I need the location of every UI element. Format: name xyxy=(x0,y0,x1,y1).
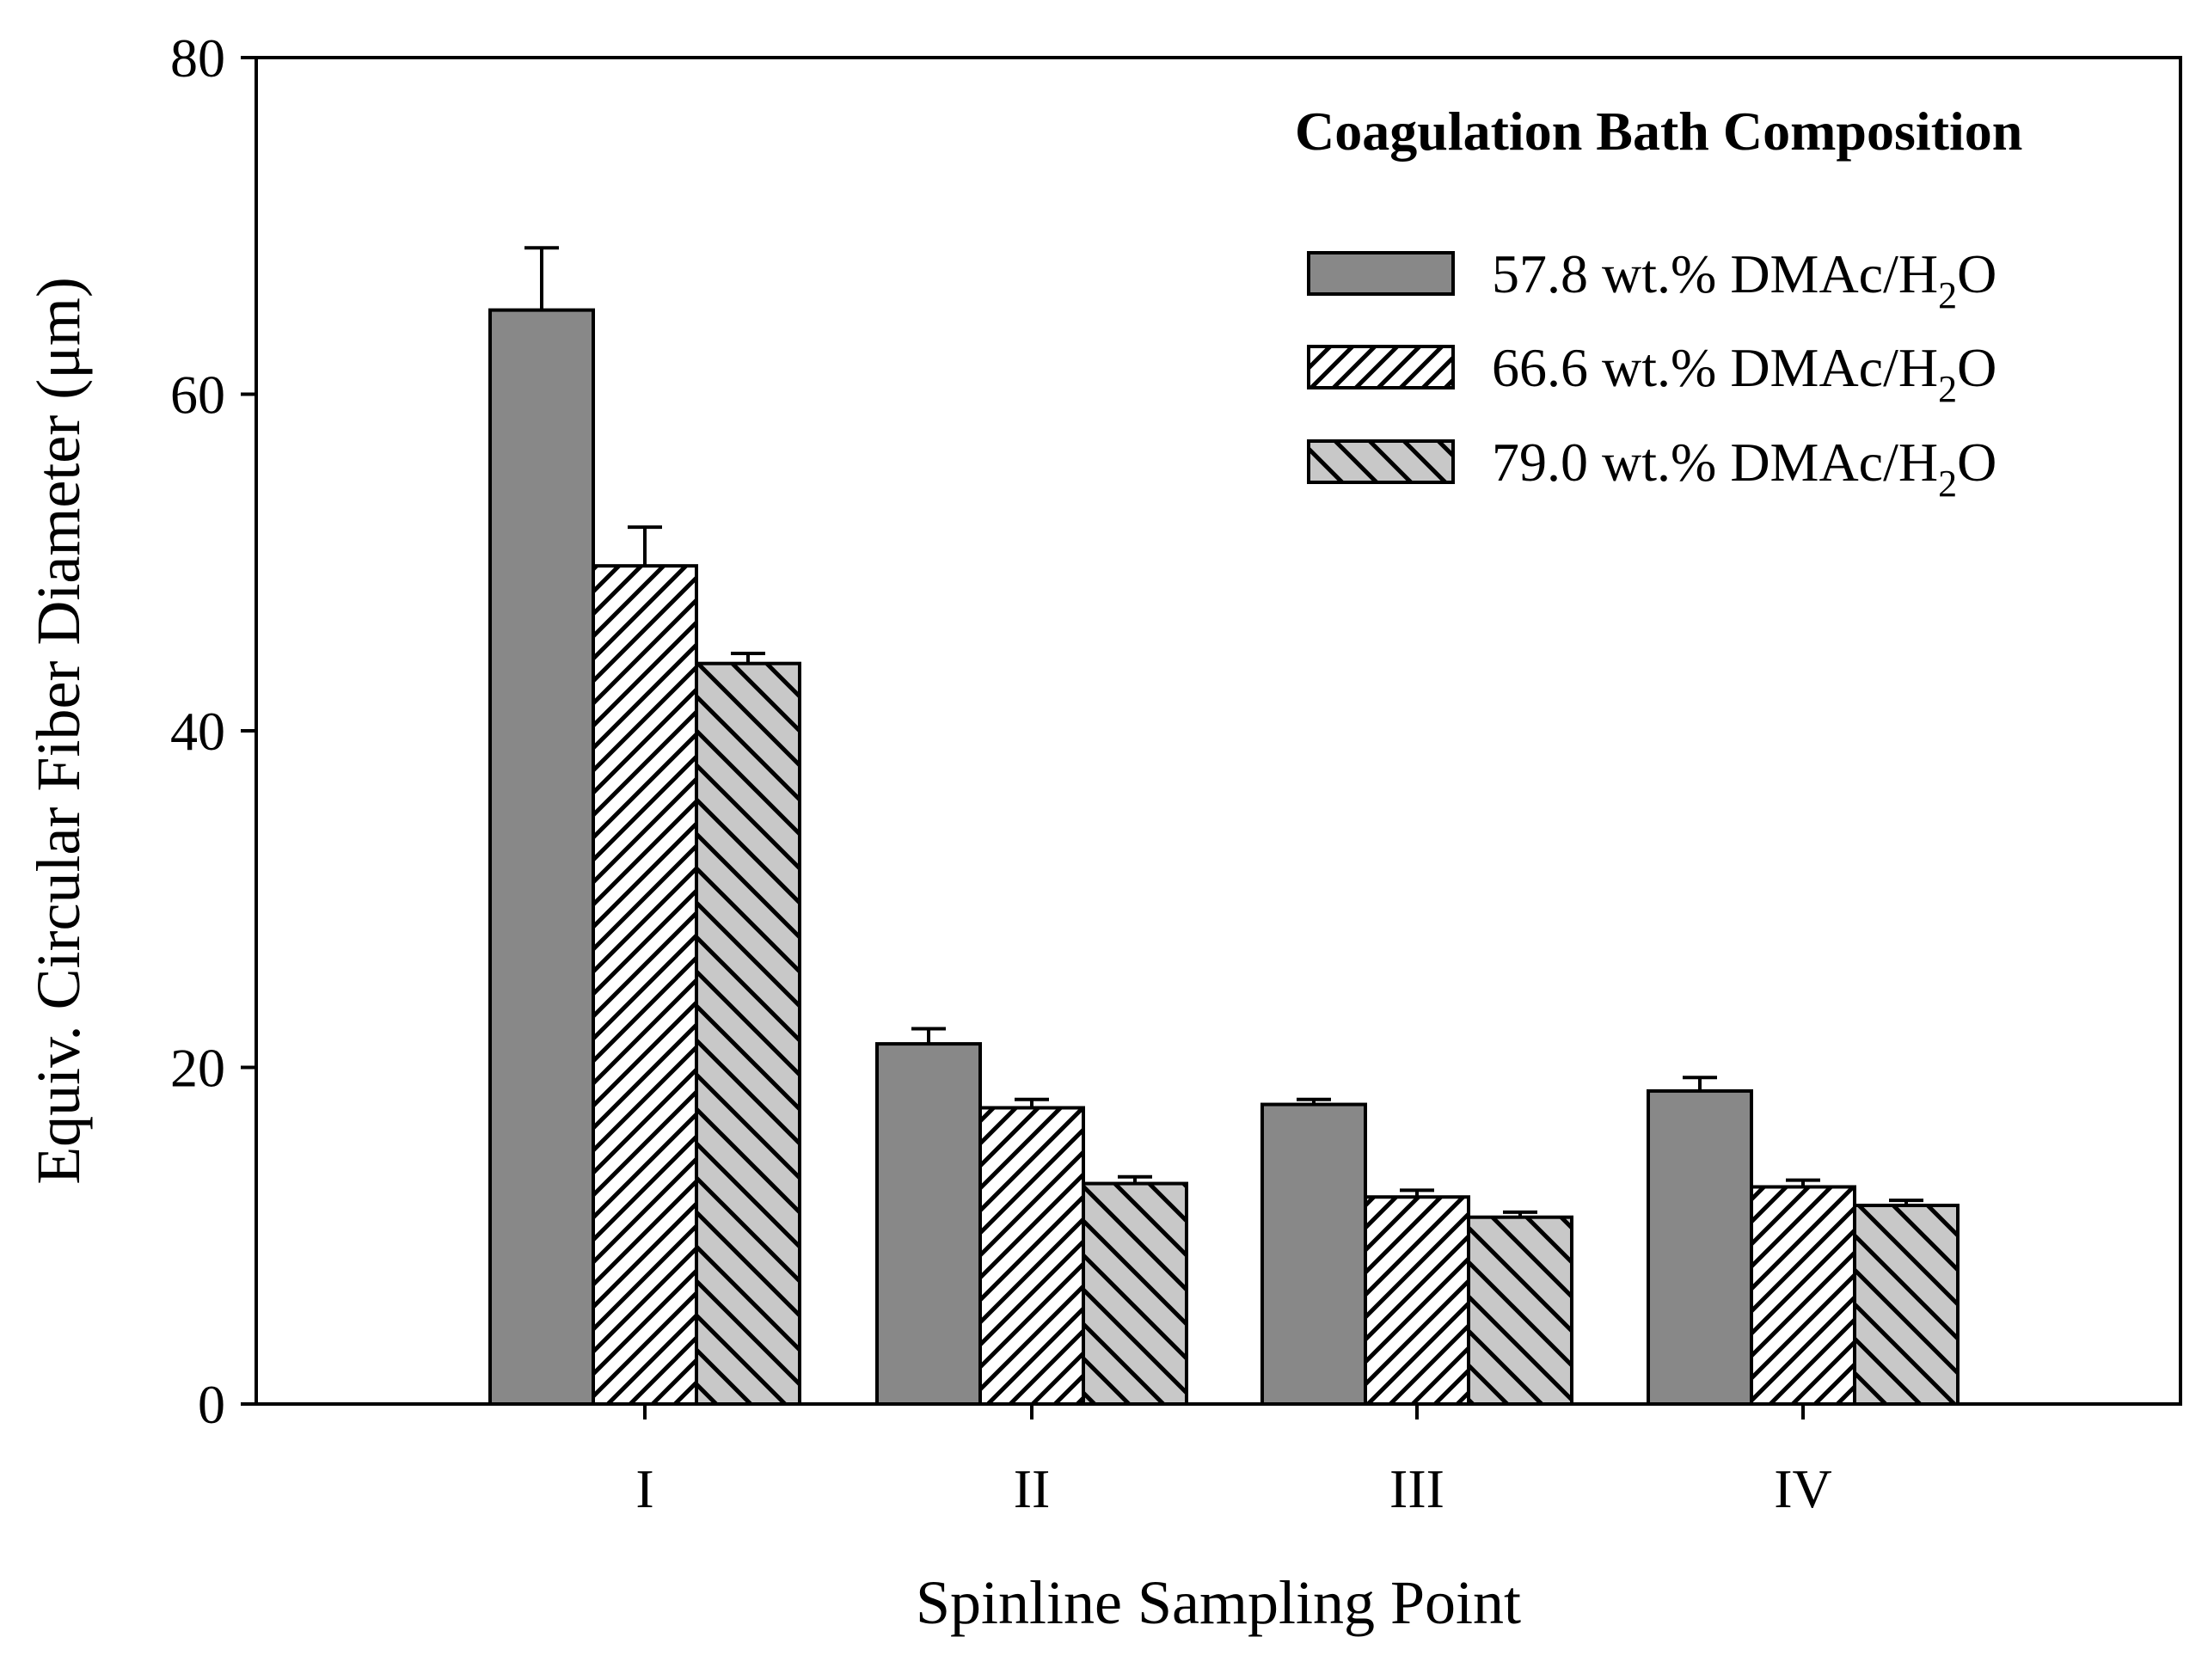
error-bar-2-IV xyxy=(1786,1178,1820,1187)
bar-1-I xyxy=(488,308,595,1406)
bar-2-II xyxy=(978,1106,1085,1406)
error-bar-1-IV xyxy=(1683,1076,1717,1091)
y-tick-label: 80 xyxy=(170,28,225,89)
error-bars-layer xyxy=(524,246,1923,1217)
error-bar-2-II xyxy=(1015,1097,1049,1108)
error-bar-1-III xyxy=(1297,1097,1331,1105)
y-tick-label: 0 xyxy=(198,1374,225,1435)
legend: Coagulation Bath Composition 57.8 wt.% D… xyxy=(1295,101,2022,505)
legend-label: 66.6 wt.% DMAc/H2O xyxy=(1492,337,1996,410)
y-axis-ticks: 0 20 40 60 80 xyxy=(170,28,256,1435)
x-tick-label: I xyxy=(635,1458,653,1519)
bar-1-II xyxy=(875,1042,982,1406)
bar-2-IV xyxy=(1750,1185,1856,1407)
error-bar-3-I xyxy=(731,651,765,664)
legend-item-1: 57.8 wt.% DMAc/H2O xyxy=(1307,243,1996,316)
y-axis-title: Equiv. Circular Fiber Diameter (μm) xyxy=(24,277,93,1185)
x-axis-title: Spinline Sampling Point xyxy=(916,1568,1521,1637)
bar-3-IV xyxy=(1853,1204,1960,1407)
legend-label: 79.0 wt.% DMAc/H2O xyxy=(1492,432,1996,505)
bar-3-I xyxy=(695,661,801,1406)
bar-3-III xyxy=(1467,1215,1573,1407)
bar-1-IV xyxy=(1647,1088,1753,1407)
legend-item-2: 66.6 wt.% DMAc/H2O xyxy=(1307,337,1996,410)
error-bar-1-II xyxy=(911,1027,946,1045)
y-tick-label: 20 xyxy=(170,1038,225,1099)
x-tick-label: IV xyxy=(1774,1458,1832,1519)
legend-swatch xyxy=(1307,345,1455,389)
y-tick-label: 60 xyxy=(170,365,225,426)
error-bar-3-III xyxy=(1503,1210,1537,1217)
x-tick-label: III xyxy=(1389,1458,1444,1519)
legend-item-3: 79.0 wt.% DMAc/H2O xyxy=(1307,432,1996,505)
error-bar-3-II xyxy=(1118,1174,1152,1184)
error-bar-1-I xyxy=(524,246,559,310)
y-tick-label: 40 xyxy=(170,701,225,762)
bar-2-III xyxy=(1364,1195,1470,1407)
bar-2-I xyxy=(592,564,698,1406)
error-bar-2-III xyxy=(1400,1188,1434,1198)
bar-3-II xyxy=(1082,1181,1188,1406)
legend-swatch xyxy=(1307,439,1455,484)
bar-1-III xyxy=(1260,1102,1367,1406)
error-bar-3-IV xyxy=(1889,1199,1923,1206)
x-tick-label: II xyxy=(1014,1458,1051,1519)
error-bar-2-I xyxy=(628,525,662,567)
legend-swatch xyxy=(1307,251,1455,296)
legend-label: 57.8 wt.% DMAc/H2O xyxy=(1492,243,1996,316)
legend-title: Coagulation Bath Composition xyxy=(1295,101,2022,162)
x-axis-ticks: I II III IV xyxy=(635,1404,1832,1519)
